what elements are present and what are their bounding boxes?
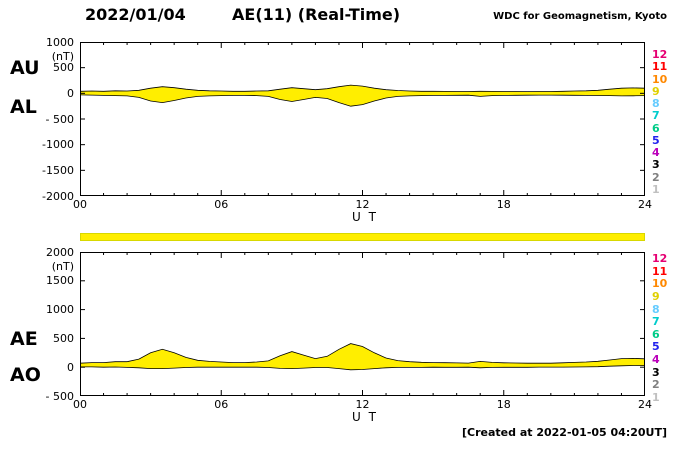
station-count-2: 2	[652, 378, 660, 392]
y-tick-label: 1000	[46, 35, 74, 49]
station-count-bar	[80, 233, 645, 241]
station-count-4: 4	[652, 353, 660, 366]
station-count-10: 10	[652, 72, 668, 86]
unit-label-1: (nT)	[51, 50, 74, 63]
org-label: WDC for Geomagnetism, Kyoto	[493, 11, 667, 22]
y-tick-label: - 500	[45, 112, 74, 126]
station-count-12: 12	[652, 252, 668, 265]
station-count-4: 4	[652, 146, 660, 160]
station-count-9: 9	[652, 289, 660, 303]
station-count-11: 11	[652, 264, 668, 278]
x-tick-label: 00	[73, 398, 87, 411]
ao-axis-label: AO	[10, 364, 41, 386]
y-tick-label: 2000	[46, 245, 74, 259]
ae-ao-plot	[80, 252, 645, 396]
x-tick-label: 18	[496, 198, 511, 211]
y-tick-label: 0	[67, 360, 74, 374]
station-count-7: 7	[652, 315, 660, 329]
unit-label-2: (nT)	[51, 260, 74, 273]
station-count-9: 9	[652, 84, 660, 98]
ae-axis-label: AE	[10, 328, 38, 350]
station-count-6: 6	[652, 121, 660, 135]
x-tick-label: 12	[355, 198, 370, 211]
station-count-3: 3	[652, 365, 660, 379]
y-tick-label: 1000	[46, 303, 74, 317]
x-tick-label: 18	[496, 398, 511, 411]
y-tick-label: -1000	[42, 138, 74, 152]
station-count-1: 1	[652, 390, 660, 404]
y-tick-label: - 500	[45, 389, 74, 403]
y-tick-label: 1500	[46, 274, 74, 288]
station-count-5: 5	[652, 133, 660, 147]
x-axis-title-2: U T	[352, 410, 378, 424]
y-tick-label: -2000	[42, 189, 74, 203]
created-at-label: [Created at 2022-01-05 04:20UT]	[461, 426, 667, 439]
x-tick-label: 06	[214, 398, 229, 411]
date-title: 2022/01/04	[85, 5, 186, 24]
station-count-10: 10	[652, 277, 668, 291]
station-count-8: 8	[652, 302, 660, 316]
station-count-11: 11	[652, 60, 668, 74]
station-count-5: 5	[652, 340, 660, 354]
y-tick-label: 0	[67, 86, 74, 100]
station-count-2: 2	[652, 170, 660, 184]
x-tick-label: 00	[73, 198, 87, 211]
x-axis-title-1: U T	[352, 210, 378, 224]
y-tick-label: 500	[53, 331, 74, 345]
main-title: AE(11) (Real-Time)	[232, 5, 401, 24]
station-count-legend-2: 12 11 10 9 8 7 6 5 4 3 2 1	[652, 253, 667, 403]
x-tick-label: 12	[355, 398, 370, 411]
al-axis-label: AL	[10, 96, 37, 118]
station-count-legend-1: 12 11 10 9 8 7 6 5 4 3 2 1	[652, 49, 667, 195]
y-tick-label: -1500	[42, 163, 74, 177]
station-count-7: 7	[652, 109, 660, 123]
au-al-plot	[80, 42, 645, 196]
y-tick-label: 500	[53, 61, 74, 75]
x-tick-label: 06	[214, 198, 229, 211]
station-count-8: 8	[652, 97, 660, 111]
station-count-6: 6	[652, 327, 660, 341]
au-axis-label: AU	[10, 57, 40, 79]
station-count-1: 1	[652, 182, 660, 196]
station-count-12: 12	[652, 48, 668, 61]
x-tick-label: 24	[638, 398, 652, 411]
x-tick-label: 24	[638, 198, 652, 211]
station-count-3: 3	[652, 158, 660, 172]
